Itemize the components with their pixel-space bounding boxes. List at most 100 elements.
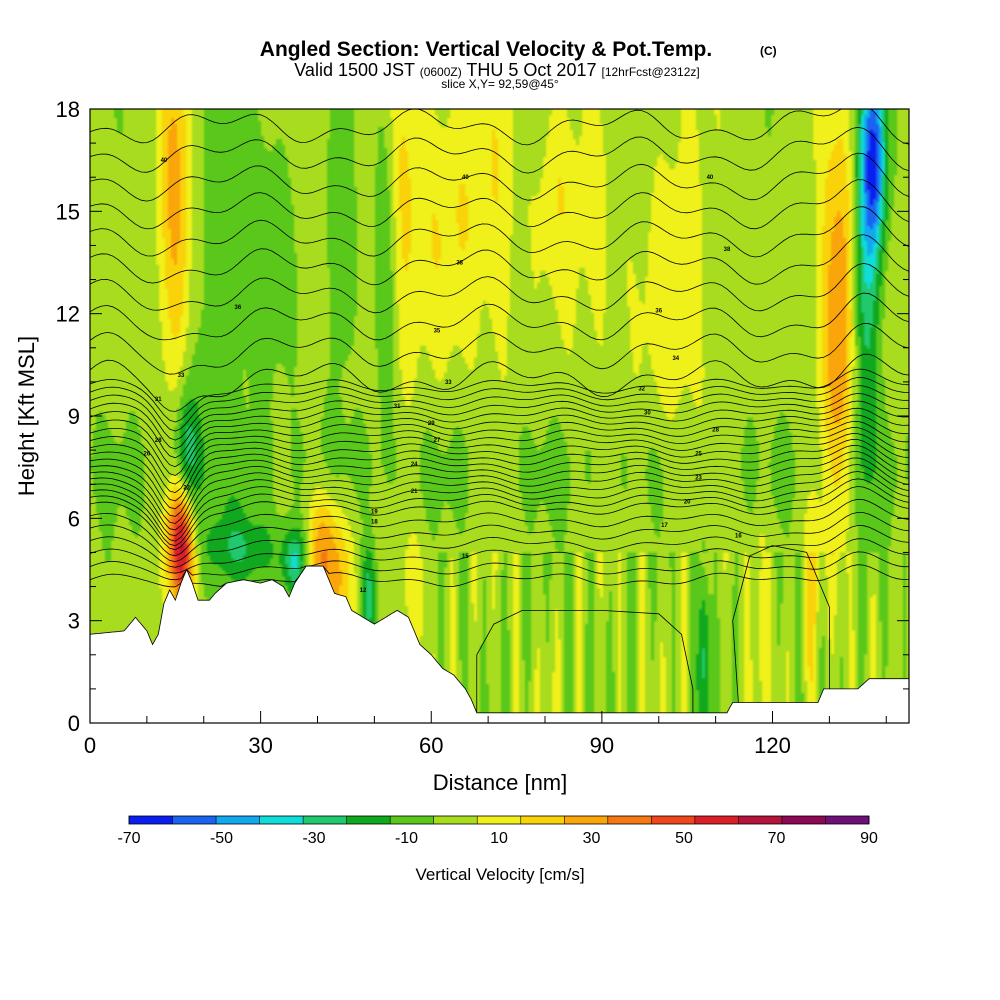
contour-label: 38 [724,247,731,253]
colorbar-swatch [303,816,347,824]
terrain-mask [90,565,909,723]
contour-label-text: 20 [684,499,691,505]
colorbar-tick-label: -10 [395,830,418,847]
x-tick-label: 0 [84,733,96,758]
contour-label: 26 [144,452,151,458]
theta-contour-34 [90,353,909,412]
theta-contour-low-dome-east [732,545,830,703]
colorbar-label: Vertical Velocity [cm/s] [415,865,584,884]
contour-label: 28 [155,438,162,444]
theta-contour-24 [90,433,909,502]
contour-label-text: 25 [695,452,702,458]
colorbar-swatch [433,816,478,824]
theta-contour-13 [90,525,909,568]
theta-contour-18 [90,471,909,542]
contour-label-text: 36 [235,305,242,311]
contour-label: 15 [462,554,469,560]
colorbar-swatch [346,816,391,824]
contour-label-text: 19 [371,510,378,516]
contour-label-text: 17 [661,523,668,529]
contour-label: 23 [695,475,702,481]
contour-label-text: 29 [428,421,435,427]
contour-label-text: 38 [724,247,731,253]
contour-label: 38 [456,261,463,267]
contour-label: 30 [644,411,651,417]
contour-label: 27 [434,438,441,444]
slice-note: slice X,Y= 92,59@45° [441,77,559,91]
contour-label: 29 [428,421,435,427]
contour-label-text: 23 [695,475,702,481]
contour-label-text: 21 [411,489,418,495]
subtitle-date: THU 5 Oct 2017 [466,60,596,80]
theta-contour-19 [90,464,909,537]
subtitle-forecast: [12hrFcst@2312z] [602,65,700,79]
theta-contour-40 [90,179,909,230]
colorbar-swatch [216,816,260,824]
contour-label-text: 34 [672,356,679,362]
x-tick-label: 30 [248,733,272,758]
contour-label-text: 33 [445,380,452,386]
contour-label-text: 27 [434,438,441,444]
x-tick-label: 90 [590,733,614,758]
chart-title: Angled Section: Vertical Velocity & Pot.… [260,38,712,61]
x-axis: 0 30 60 90 120 [84,711,887,758]
subtitle-utc: (0600Z) [420,65,462,79]
colorbar-swatch [390,816,435,824]
contour-label-text: 32 [638,387,645,393]
contour-label: 12 [360,588,367,594]
contour-label: 32 [638,387,645,393]
colorbar-swatch [825,816,870,824]
contour-label-text: 31 [394,404,401,410]
colorbar-tick-label: -50 [210,830,233,847]
theta-contour-43 [90,109,909,146]
theta-contour-25 [90,427,909,494]
theta-contour-20 [90,457,909,531]
contour-label-text: 40 [161,158,168,164]
contour-label-text: 12 [360,588,367,594]
theta-contour-29 [90,400,909,459]
theta-contour-28 [90,407,909,468]
colorbar-swatch [172,816,217,824]
theta-contour-35 [90,322,909,375]
contour-label-text: 33 [178,373,185,379]
y-axis: 0 36 9 12 15 18 [56,97,909,736]
colorbar-tick-label: 90 [860,830,878,847]
theta-contour-11 [90,551,909,581]
colorbar-tick-label: 50 [675,830,693,847]
colorbar-tick-label: 10 [490,830,508,847]
colorbar-swatch [694,816,739,824]
contour-label: 36 [655,308,662,314]
theta-contour-30 [90,393,909,450]
theta-contour-37 [90,262,909,314]
contour-label: 40 [161,158,168,164]
theta-contour-27 [90,414,909,476]
theta-contour-low-dome [476,610,694,713]
contour-label: 31 [155,397,162,403]
contour-label: 33 [178,373,185,379]
theta-contour-26 [90,420,909,485]
theta-contour-31 [90,385,909,441]
theta-contour-22 [90,444,909,517]
contour-label-text: 38 [456,261,463,267]
contour-label: 21 [411,489,418,495]
contour-label: 20 [684,499,691,505]
y-tick-label: 0 [68,711,80,736]
colorbar-swatch [520,816,565,824]
theta-contour-32 [90,376,909,432]
contour-label: 34 [672,356,679,362]
y-tick-label: 9 [68,404,80,429]
y-tick-label: 15 [56,199,80,224]
contour-label-text: 28 [155,438,162,444]
colorbar-tick-label: 30 [583,830,601,847]
theta-contour-38 [90,234,909,286]
contour-label: 16 [735,533,742,539]
y-tick-label: 18 [56,97,80,122]
colorbar: -70 -50 -30 -10 10 30 50 70 90 [117,815,878,847]
theta-contour-15 [90,498,909,557]
plot-area: 40 40 40 38 38 36 36 35 34 33 33 32 31 31 30 29 28 28 27 26… [90,109,909,723]
contour-label-text: 30 [644,411,651,417]
contour-label: 31 [394,404,401,410]
theta-contour-12 [90,538,909,574]
contour-label: 25 [695,452,702,458]
